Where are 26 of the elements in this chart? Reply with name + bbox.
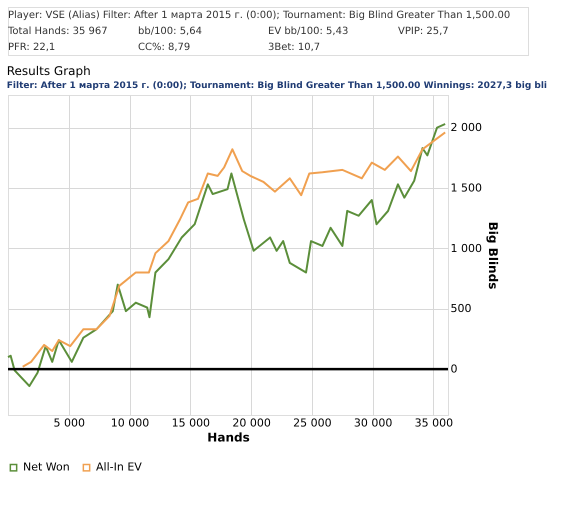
x-axis-title: Hands	[207, 430, 250, 444]
chart-subtitle: Filter: After 1 марта 2015 г. (0:00); Tournament: Big Blind Greater Than 1,500.00 Winnings: 2027,3 big bli	[6, 81, 548, 91]
y-tick-label: 1 000	[450, 242, 482, 255]
x-tick-label: 25 000	[293, 416, 332, 430]
text: VPIP: 25,7	[398, 26, 449, 37]
text: CC%: 8,79	[138, 42, 190, 53]
text: Player: VSE (Alias) Filter: After 1 марта 2015 г. (0:00); Tournament: Big Blind Greater Than 1,500.00	[8, 10, 510, 21]
text: 3Bet: 10,7	[268, 42, 320, 53]
y-tick-label: 500	[450, 302, 472, 316]
text: EV bb/100: 5,43	[268, 26, 348, 37]
x-tick-label: 5 000	[54, 416, 86, 430]
text: PFR: 22,1	[8, 42, 56, 53]
chart-title: Results Graph	[6, 64, 91, 78]
text: Total Hands: 35 967	[7, 26, 108, 37]
x-tick-label: 30 000	[354, 416, 392, 430]
y-tick-label: 0	[450, 362, 458, 376]
legend-label: Net Won	[23, 460, 70, 474]
y-tick-label: 1 500	[450, 181, 482, 194]
y-tick-label: 2 000	[450, 121, 482, 134]
x-tick-label: 10 000	[110, 416, 150, 430]
x-tick-label: 20 000	[232, 416, 271, 430]
text: bb/100: 5,64	[138, 26, 202, 37]
y-axis-title: Big Blinds	[486, 222, 500, 290]
x-tick-label: 35 000	[414, 416, 454, 430]
x-tick-label: 15 000	[172, 416, 210, 430]
legend-label: All-In EV	[96, 460, 142, 474]
